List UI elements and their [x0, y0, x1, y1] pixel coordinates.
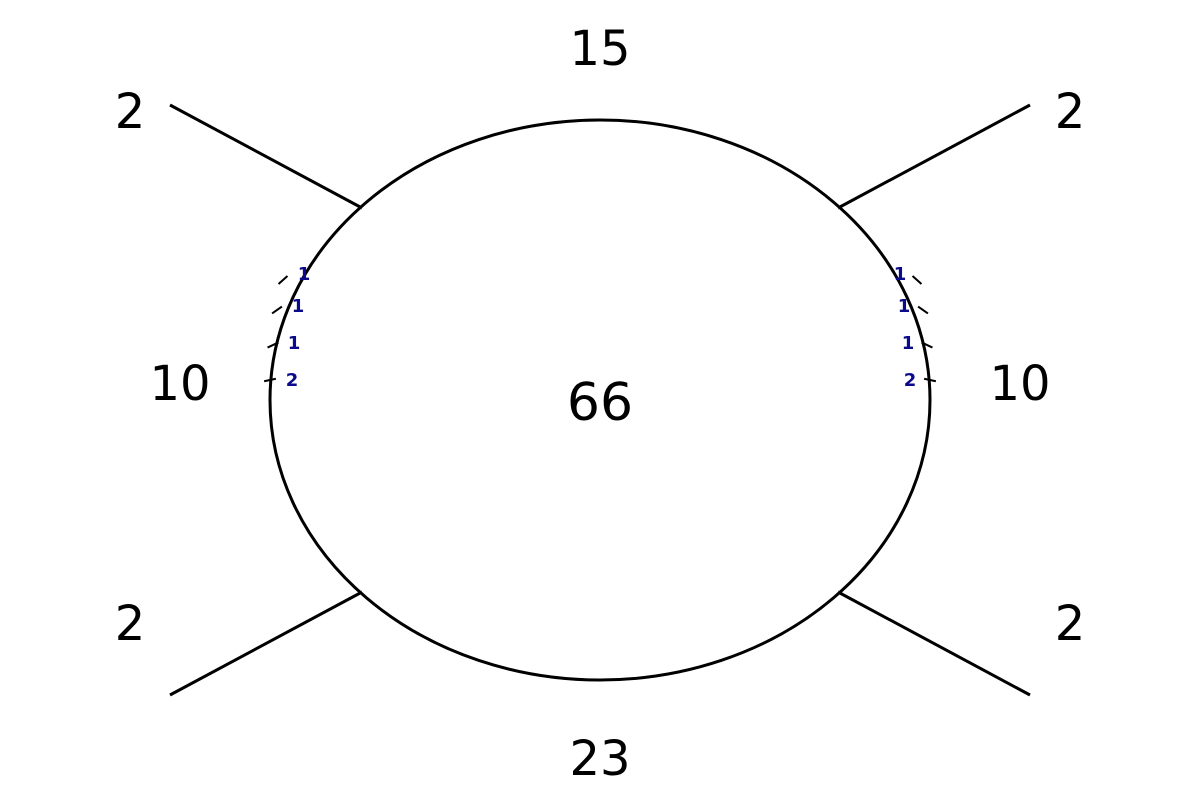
- tick-label-right-ticks-2: 1: [902, 333, 915, 354]
- tick-label-left-ticks-0: 1: [298, 264, 311, 285]
- antenna-upper-left: [170, 105, 362, 208]
- antenna-lower-right: [838, 592, 1030, 695]
- tick-label-left-ticks-3: 2: [286, 370, 299, 391]
- tick-label-right-ticks-1: 1: [898, 296, 911, 317]
- antenna-label-lower-right: 2: [1055, 596, 1086, 652]
- antenna-label-lower-left: 2: [115, 596, 146, 652]
- side-label-right-10: 10: [989, 356, 1050, 412]
- antenna-upper-right: [838, 105, 1030, 208]
- tick-label-left-ticks-1: 1: [292, 296, 305, 317]
- tick-right-ticks-3: [924, 379, 936, 381]
- tick-left-ticks-1: [272, 307, 282, 314]
- diagram-canvas: 2 2 2 2 1 1 1 2 1 1 1 2 66 15 23 10 10: [0, 0, 1200, 800]
- antenna-label-upper-right: 2: [1055, 84, 1086, 140]
- tick-left-ticks-3: [264, 379, 276, 381]
- tick-label-right-ticks-3: 2: [904, 370, 917, 391]
- tick-label-right-ticks-0: 1: [894, 264, 907, 285]
- tick-right-ticks-0: [913, 276, 922, 284]
- antenna-label-upper-left: 2: [115, 84, 146, 140]
- labels-group: 66 15 23 10 10: [149, 21, 1050, 787]
- bottom-label: 23: [569, 731, 630, 787]
- ticks-group: 1 1 1 2 1 1 1 2: [264, 264, 936, 391]
- tick-left-ticks-0: [279, 276, 288, 284]
- antenna-lower-left: [170, 592, 362, 695]
- tick-right-ticks-1: [918, 307, 928, 314]
- center-label: 66: [567, 373, 633, 433]
- top-label: 15: [569, 21, 630, 77]
- side-label-left-10: 10: [149, 356, 210, 412]
- tick-label-left-ticks-2: 1: [288, 333, 301, 354]
